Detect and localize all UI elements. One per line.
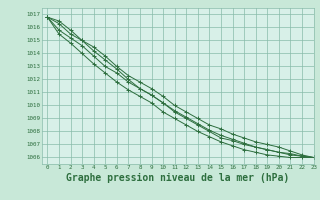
X-axis label: Graphe pression niveau de la mer (hPa): Graphe pression niveau de la mer (hPa) <box>66 173 289 183</box>
